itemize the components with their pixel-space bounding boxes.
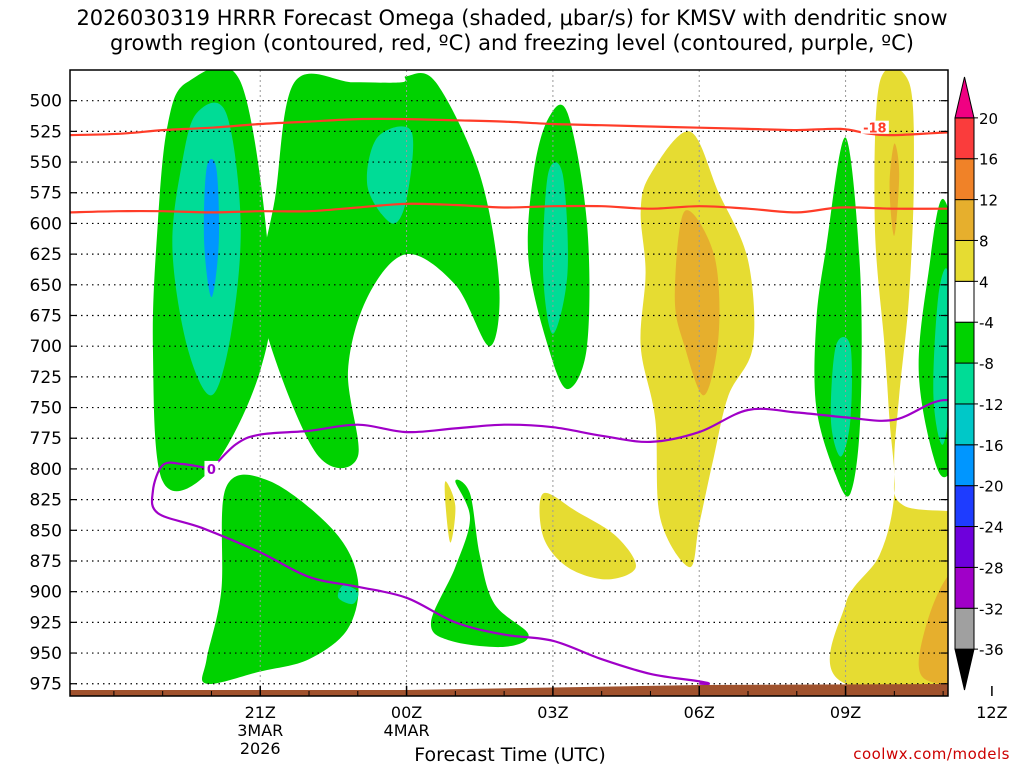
y-tick-label-13: 825 [30, 491, 62, 511]
x-tick-year-0: 2026 [240, 739, 281, 758]
dgz-contour-label: -18 [863, 122, 887, 137]
terrain-strip [70, 684, 948, 696]
colorbar-label-9: 4 [979, 273, 989, 291]
x-tick-label-5: 12Z [976, 703, 1007, 722]
omega-shade-17 [889, 143, 900, 236]
colorbar-swatch-0 [954, 648, 975, 691]
y-tick-label-8: 700 [30, 337, 62, 357]
omega-shade-4 [366, 126, 414, 224]
y-tick-label-14: 850 [30, 521, 62, 541]
colorbar-swatch-13 [954, 117, 975, 160]
y-tick-label-5: 625 [30, 245, 62, 265]
y-tick-label-16: 900 [30, 583, 62, 603]
x-tick-label-0: 21Z [245, 703, 276, 722]
credit-link[interactable]: coolwx.com/models [853, 745, 1010, 763]
omega-shade-6 [337, 585, 359, 605]
omega-shade-2 [203, 158, 220, 298]
colorbar-swatch-1 [954, 607, 975, 650]
colorbar-label-6: -12 [979, 396, 1004, 414]
colorbar-label-4: -20 [979, 478, 1004, 496]
y-tick-label-11: 775 [30, 429, 62, 449]
freezing-level-label: 0 [207, 463, 216, 478]
colorbar-swatch-7 [954, 362, 975, 405]
y-tick-label-9: 725 [30, 368, 62, 388]
colorbar-swatch-12 [954, 158, 975, 201]
colorbar-label-7: -8 [979, 355, 994, 373]
colorbar-label-8: -4 [979, 314, 994, 332]
y-tick-label-19: 975 [30, 675, 62, 695]
dgz-label-bg [860, 120, 889, 134]
colorbar-swatch-4 [954, 485, 975, 528]
x-tick-date-0: 3MAR [237, 721, 283, 740]
y-tick-label-10: 750 [30, 399, 62, 419]
colorbar-label-12: 16 [979, 151, 998, 169]
colorbar-label-2: -28 [979, 559, 1004, 577]
y-tick-label-18: 950 [30, 644, 62, 664]
colorbar-swatch-2 [954, 566, 975, 609]
y-tick-label-2: 550 [30, 153, 62, 173]
y-tick-label-6: 650 [30, 276, 62, 296]
x-tick-label-4: 09Z [830, 703, 861, 722]
colorbar-swatch-9 [954, 280, 975, 323]
colorbar-swatch-3 [954, 526, 975, 568]
y-tick-label-1: 525 [30, 122, 62, 142]
colorbar-label-10: 8 [979, 232, 989, 250]
chart-title-line-2: growth region (contoured, red, ºC) and f… [110, 31, 914, 55]
colorbar-label-3: -24 [979, 519, 1004, 537]
colorbar-swatch-14 [954, 76, 975, 119]
dgz-contour-1 [70, 202, 948, 214]
colorbar-label-1: -32 [979, 600, 1004, 618]
omega-shade-13 [444, 481, 456, 543]
colorbar-swatch-11 [954, 199, 975, 241]
omega-shade-16 [829, 70, 948, 692]
freezing-level-upper [210, 398, 948, 470]
colorbar-swatch-6 [954, 403, 975, 446]
y-tick-label-7: 675 [30, 306, 62, 326]
omega-shade-15 [830, 336, 852, 457]
dgz-contour-0 [70, 117, 948, 137]
x-tick-date-1: 4MAR [384, 721, 430, 740]
x-tick-label-2: 03Z [537, 703, 568, 722]
colorbar-label-11: 12 [979, 192, 998, 210]
y-tick-label-17: 925 [30, 613, 62, 633]
chart-title: 2026030319 HRRR Forecast Omega (shaded, … [0, 6, 1024, 56]
y-tick-label-15: 875 [30, 552, 62, 572]
x-tick-label-3: 06Z [684, 703, 715, 722]
omega-shade-3 [260, 72, 500, 469]
chart-title-line-1: 2026030319 HRRR Forecast Omega (shaded, … [76, 6, 948, 30]
omega-shade-7 [430, 479, 529, 648]
omega-shade-11 [674, 210, 720, 396]
freezing-level-lower [150, 461, 711, 685]
x-tick-label-1: 00Z [391, 703, 422, 722]
y-tick-label-3: 575 [30, 184, 62, 204]
x-axis-label: Forecast Time (UTC) [414, 744, 606, 766]
plot-layer: -18 0 [70, 70, 948, 696]
colorbar-swatch-10 [954, 239, 975, 282]
omega-shade-5 [201, 474, 359, 684]
y-tick-label-0: 500 [30, 92, 62, 112]
omega-shade-12 [539, 492, 636, 580]
colorbar-swatch-5 [954, 444, 975, 487]
colorbar-label-13: 20 [979, 110, 998, 128]
omega-shade-18 [918, 576, 948, 686]
plot-frame [69, 69, 949, 697]
freezing-label-bg [204, 460, 219, 476]
y-tick-label-12: 800 [30, 460, 62, 480]
colorbar-label-5: -16 [979, 437, 1004, 455]
colorbar-swatch-8 [954, 321, 975, 364]
y-tick-label-4: 600 [30, 214, 62, 234]
colorbar-label-0: -36 [979, 641, 1004, 659]
